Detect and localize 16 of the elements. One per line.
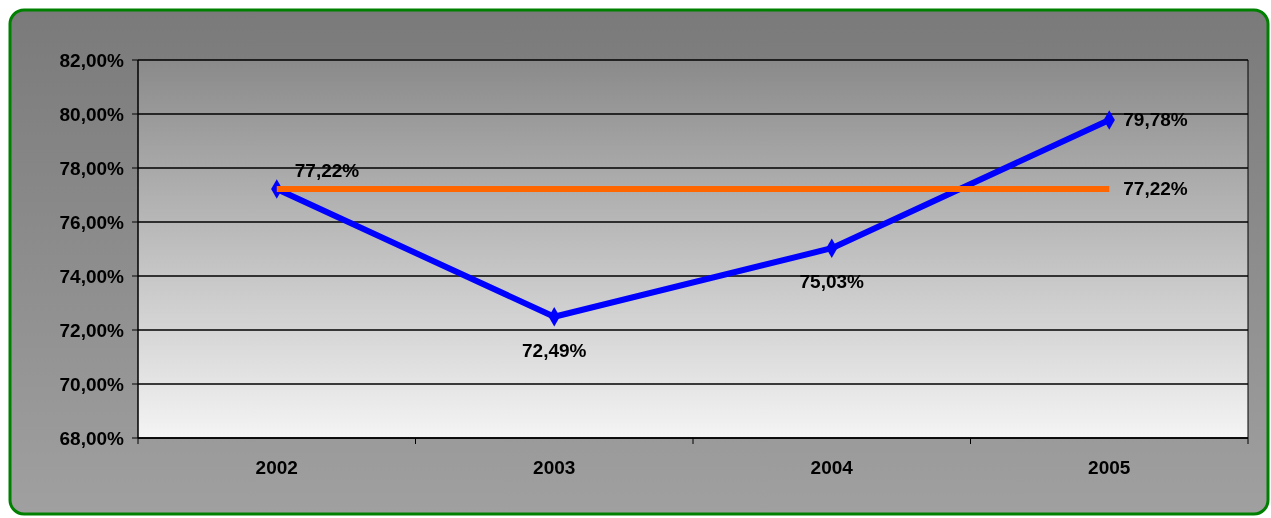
x-tick-label: 2004	[810, 457, 854, 478]
y-tick-label: 80,00%	[59, 103, 125, 125]
y-tick-label: 76,00%	[59, 211, 125, 233]
x-tick-label: 2005	[1088, 457, 1131, 478]
x-tick-label: 2002	[255, 457, 298, 478]
y-tick-label: 78,00%	[59, 157, 125, 179]
y-tick-label: 72,00%	[59, 319, 125, 341]
y-tick-label: 70,00%	[59, 373, 125, 395]
x-tick-label: 2003	[533, 457, 576, 478]
data-label: 72,49%	[522, 339, 587, 361]
y-tick-label: 68,00%	[59, 427, 125, 449]
data-label: 75,03%	[799, 271, 865, 293]
y-tick-label: 74,00%	[59, 265, 125, 287]
data-label: 79,78%	[1123, 108, 1188, 130]
data-label: 77,22%	[1123, 178, 1188, 200]
y-tick-label: 82,00%	[59, 49, 125, 71]
